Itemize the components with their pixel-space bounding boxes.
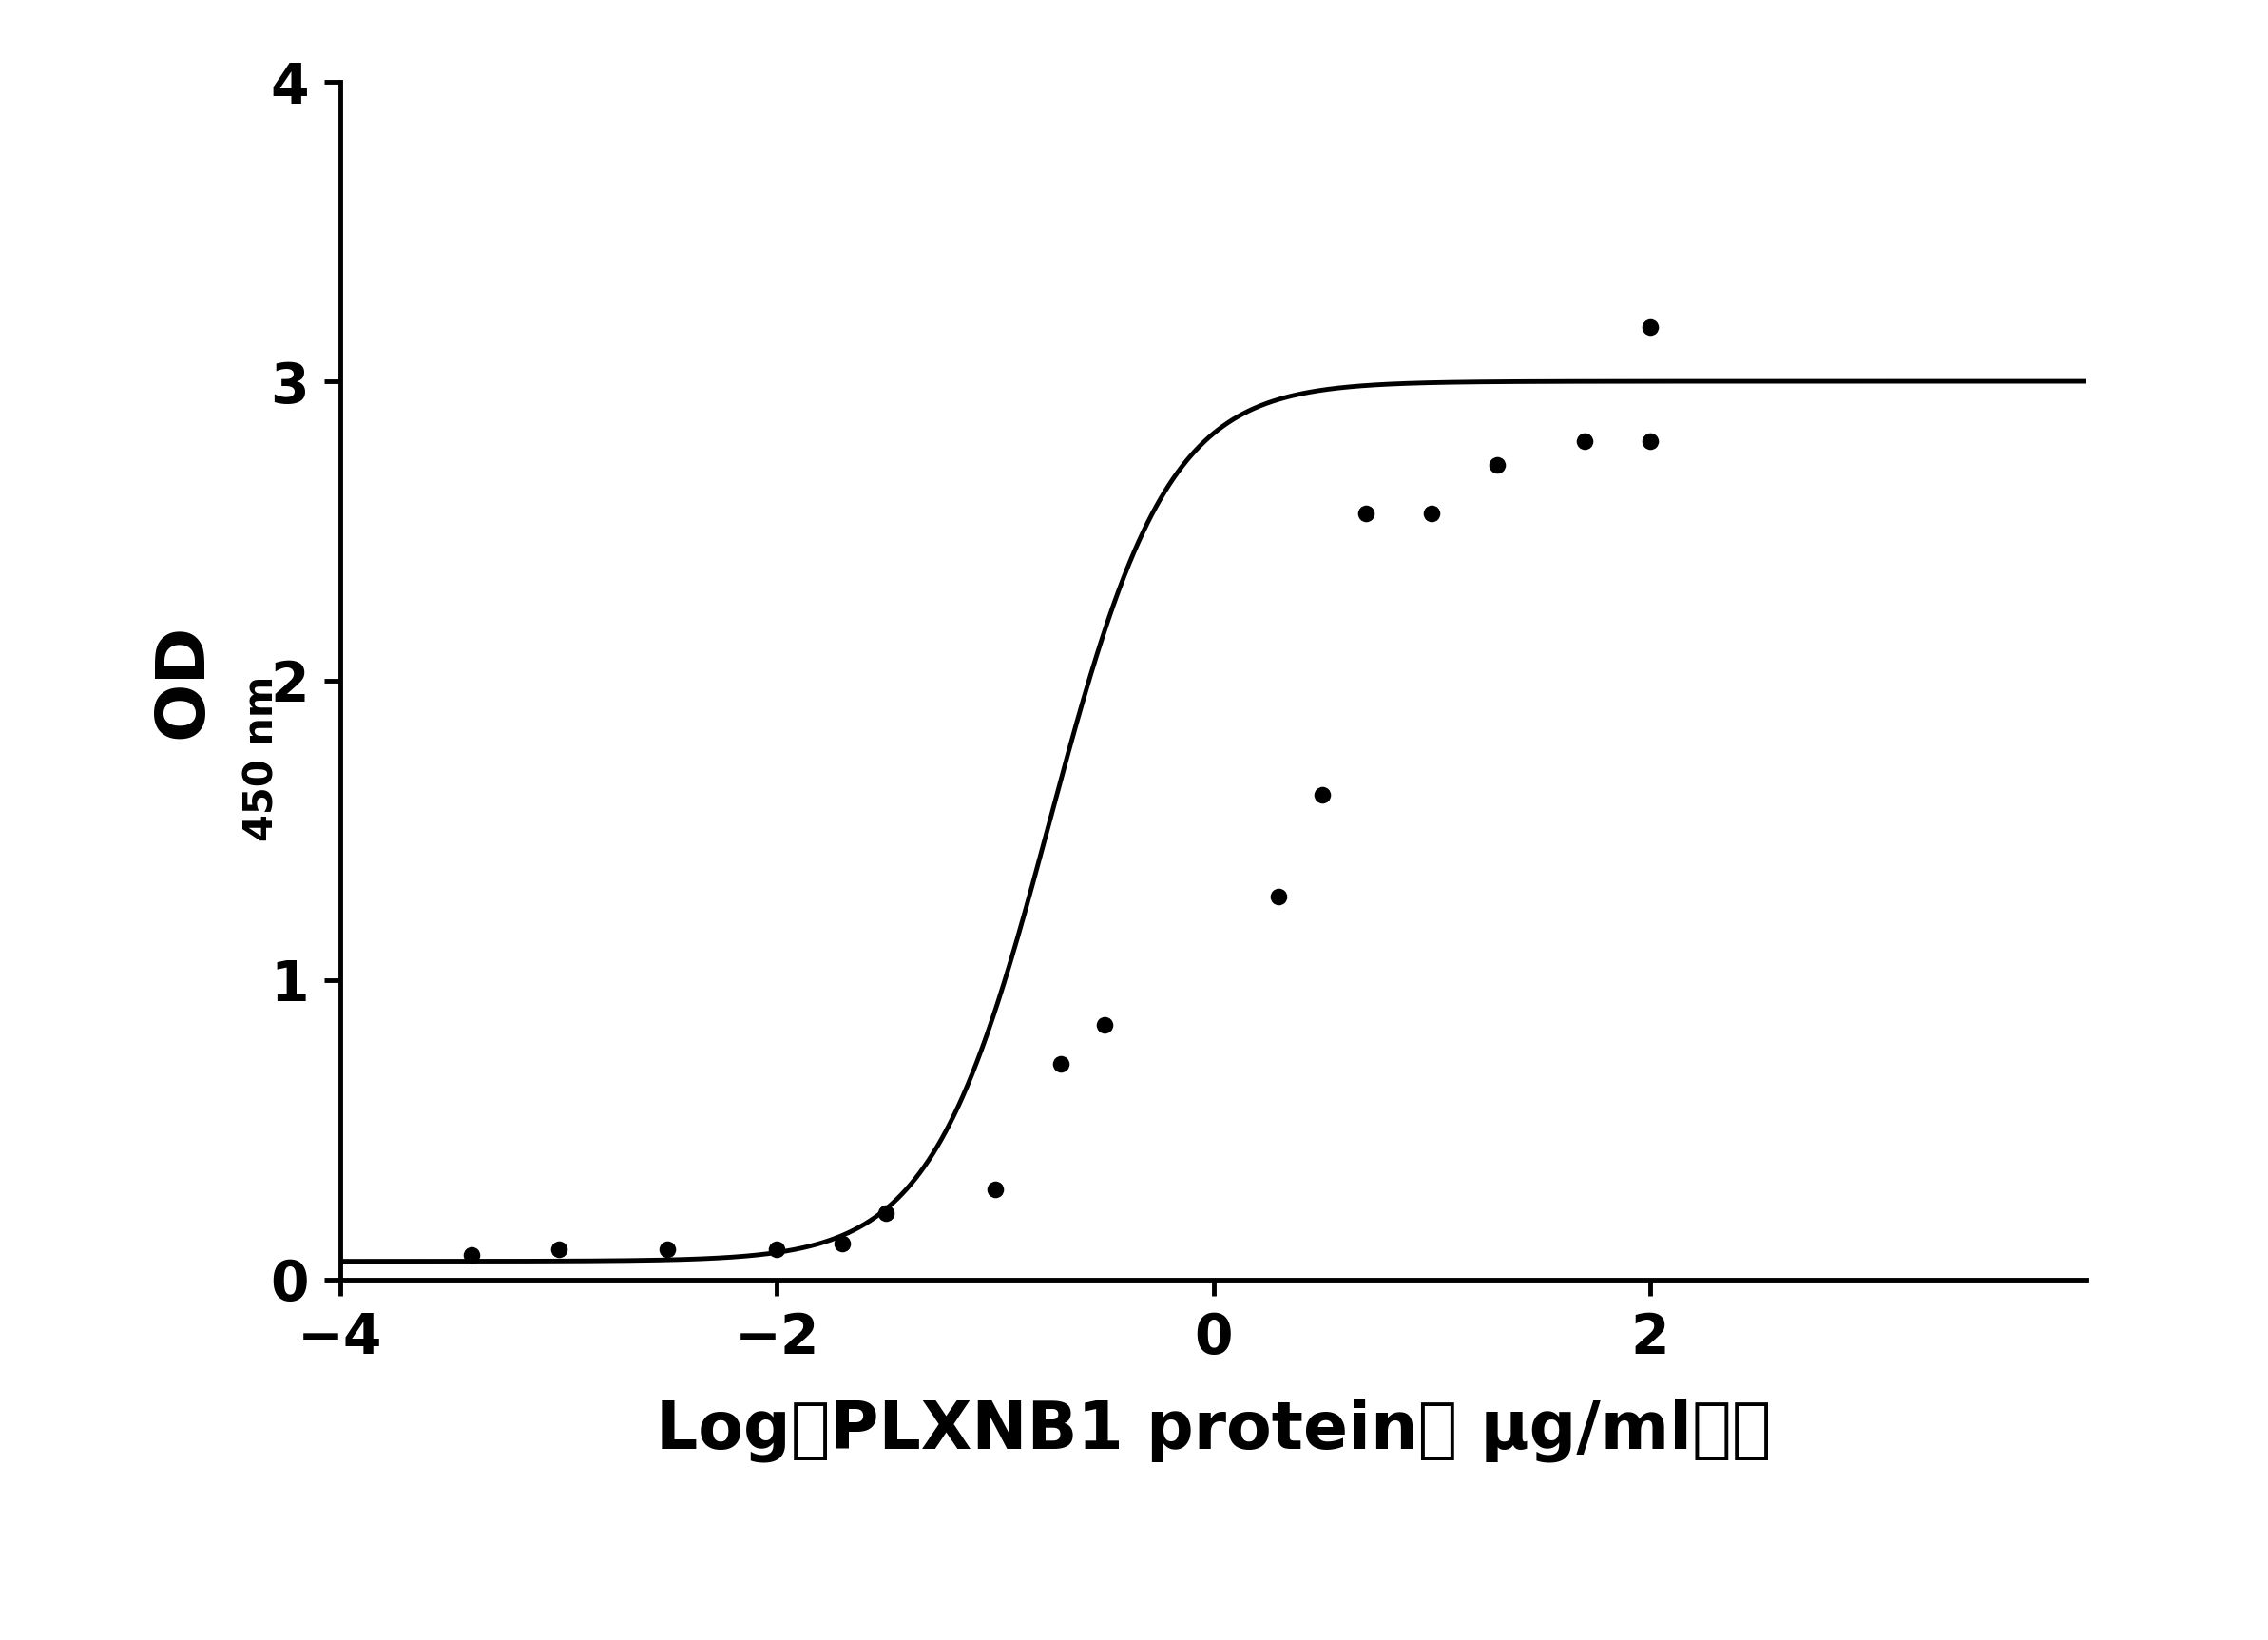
Point bbox=[1631, 315, 1667, 341]
Point bbox=[869, 1200, 905, 1227]
X-axis label: Log（PLXNB1 protein（ μg/ml））: Log（PLXNB1 protein（ μg/ml）） bbox=[655, 1397, 1771, 1463]
Point bbox=[1479, 453, 1515, 479]
Text: 450 nm: 450 nm bbox=[243, 676, 281, 841]
Point bbox=[1347, 500, 1383, 526]
Point bbox=[1261, 882, 1297, 909]
Point bbox=[1567, 428, 1603, 454]
Point bbox=[1043, 1051, 1080, 1077]
Point bbox=[454, 1241, 490, 1268]
Point bbox=[823, 1230, 860, 1256]
Point bbox=[1631, 428, 1667, 454]
Text: OD: OD bbox=[150, 623, 215, 738]
Point bbox=[1413, 500, 1449, 526]
Point bbox=[540, 1237, 576, 1263]
Point bbox=[1304, 781, 1340, 807]
Point bbox=[978, 1176, 1014, 1202]
Point bbox=[649, 1237, 685, 1263]
Point bbox=[1086, 1012, 1123, 1038]
Point bbox=[758, 1237, 794, 1263]
